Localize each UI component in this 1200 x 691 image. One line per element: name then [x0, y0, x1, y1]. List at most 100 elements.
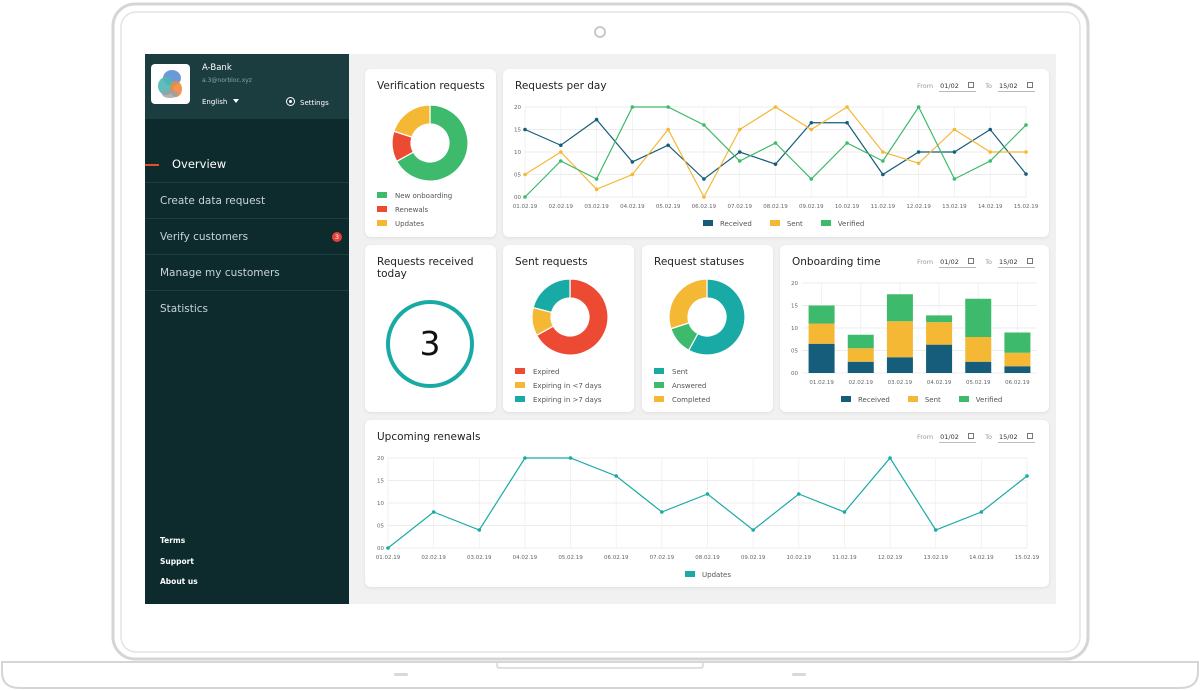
x-tick-label: 10.02.19 — [835, 204, 860, 210]
language-label: English — [202, 98, 228, 106]
onboarding-time-bar-chart: 00 05 10 15 20 01.02.19 02.02.19 03.02.19 04.02.… — [791, 281, 1037, 386]
date-range-picker: From 01/02 To 15/02 — [917, 82, 1035, 92]
legend-item: Sent — [654, 368, 710, 382]
bar-segment-sent — [808, 323, 835, 344]
legend-item: Updates — [377, 220, 452, 234]
bar-segment-verified — [886, 294, 913, 322]
dashboard-screen: A-Bank a.3@norbloc.xyz English Settings … — [145, 54, 1056, 604]
request-statuses-donut-chart — [668, 278, 746, 356]
data-point — [979, 510, 984, 514]
calendar-icon — [968, 82, 975, 88]
data-point — [796, 492, 801, 496]
to-date-input[interactable]: 15/02 — [997, 258, 1035, 268]
bar-segment-received — [1004, 366, 1031, 373]
data-point — [666, 105, 670, 109]
data-point — [952, 150, 957, 154]
language-select[interactable]: English — [202, 98, 240, 106]
data-point — [594, 177, 599, 181]
data-point — [705, 492, 710, 496]
gear-icon — [286, 97, 295, 106]
from-label: From — [917, 258, 934, 266]
terms-link[interactable]: Terms — [160, 536, 186, 545]
data-point — [881, 172, 885, 177]
about-link[interactable]: About us — [160, 577, 198, 586]
sidebar-item-label: Create data request — [160, 195, 266, 207]
x-tick-label: 01.02.19 — [376, 555, 401, 561]
data-point — [737, 127, 742, 132]
legend-item: Updates — [685, 571, 731, 579]
from-date-input[interactable]: 01/02 — [939, 433, 977, 443]
y-tick-label: 20 — [377, 456, 384, 462]
x-tick-label: 13.02.19 — [942, 204, 967, 210]
data-point — [773, 162, 778, 166]
bar-segment-received — [886, 357, 913, 373]
x-tick-label: 12.02.19 — [878, 555, 903, 561]
sidebar-item-verify-customers[interactable]: Verify customers 3 — [145, 218, 349, 254]
data-point — [809, 177, 814, 181]
x-tick-label: 02.02.19 — [549, 204, 574, 210]
data-point — [737, 159, 742, 163]
settings-button[interactable]: Settings — [286, 97, 329, 107]
data-point — [558, 143, 563, 148]
pie-slice-sent — [687, 278, 746, 356]
data-point — [809, 120, 814, 125]
request-statuses-legend: Sent Answered Completed — [654, 368, 710, 410]
sidebar-item-overview[interactable]: Overview — [145, 146, 349, 182]
y-tick-label: 10 — [514, 150, 521, 156]
legend-item: Answered — [654, 382, 710, 396]
support-link[interactable]: Support — [160, 556, 194, 566]
card-title: Sent requests — [515, 256, 588, 268]
bar-segment-received — [847, 361, 874, 373]
bar-segment-sent — [926, 322, 953, 345]
x-tick-label: 02.02.19 — [421, 555, 446, 561]
to-date-input[interactable]: 15/02 — [997, 433, 1035, 443]
calendar-icon — [1026, 433, 1033, 439]
bar-segment-received — [965, 361, 992, 373]
data-point — [523, 456, 527, 460]
from-date-input[interactable]: 01/02 — [939, 258, 977, 268]
x-tick-label: 14.02.19 — [969, 555, 994, 561]
sidebar-item-create-data-request[interactable]: Create data request — [145, 182, 349, 218]
data-point — [737, 150, 742, 154]
data-point — [842, 510, 847, 514]
data-point — [523, 195, 527, 199]
data-point — [952, 177, 957, 181]
notification-badge: 3 — [332, 232, 342, 242]
renewals-legend: Updates — [685, 571, 749, 579]
data-point — [988, 150, 993, 154]
onboarding-time-card: Onboarding time From 01/02 To 15/02 00 05 10 1… — [780, 245, 1049, 412]
request-statuses-card: Request statuses Sent Answered Completed — [642, 245, 773, 412]
y-tick-label: 15 — [514, 128, 521, 134]
legend-item: Received — [841, 396, 890, 404]
to-label: To — [985, 433, 992, 441]
data-point — [988, 159, 993, 163]
pie-slice-expiring-in-7-days — [532, 278, 571, 314]
data-point — [558, 150, 563, 154]
bar-segment-verified — [808, 305, 835, 324]
data-point — [1024, 123, 1028, 127]
data-point — [1024, 172, 1028, 176]
bar-segment-received — [808, 343, 835, 373]
x-tick-label: 04.02.19 — [513, 555, 538, 561]
to-date-input[interactable]: 15/02 — [997, 82, 1035, 92]
y-tick-label: 00 — [377, 546, 384, 552]
data-point — [751, 528, 755, 532]
data-point — [568, 456, 573, 460]
y-tick-label: 10 — [377, 501, 384, 507]
x-tick-label: 13.02.19 — [923, 555, 948, 561]
x-tick-label: 02.02.19 — [849, 380, 874, 386]
card-title: Upcoming renewals — [377, 431, 481, 443]
data-point — [1025, 474, 1029, 478]
calendar-icon — [968, 258, 975, 264]
from-date-input[interactable]: 01/02 — [939, 82, 977, 92]
data-point — [630, 172, 635, 177]
x-tick-label: 15.02.19 — [1014, 204, 1039, 210]
sidebar-item-statistics[interactable]: Statistics — [145, 290, 349, 326]
bank-logo — [151, 64, 190, 104]
x-tick-label: 06.02.19 — [692, 204, 717, 210]
from-label: From — [917, 433, 934, 441]
sidebar-item-manage-customers[interactable]: Manage my customers — [145, 254, 349, 290]
x-tick-label: 07.02.19 — [727, 204, 752, 210]
y-tick-label: 00 — [791, 371, 798, 377]
x-tick-label: 09.02.19 — [741, 555, 766, 561]
